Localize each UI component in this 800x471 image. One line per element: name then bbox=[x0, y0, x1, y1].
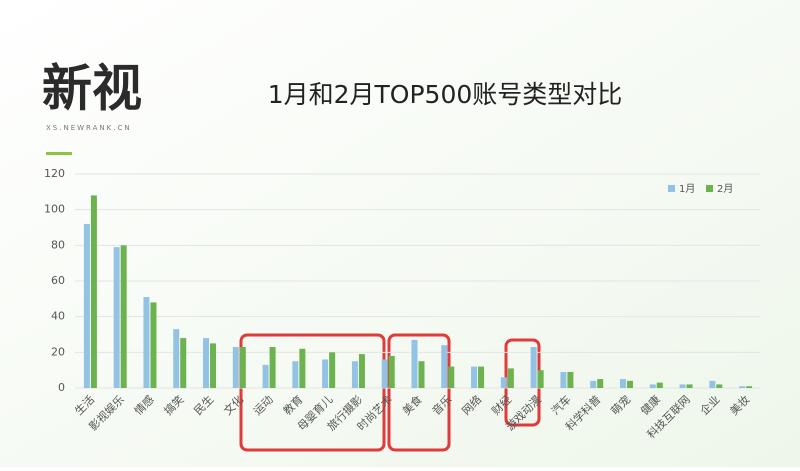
bar bbox=[150, 302, 157, 388]
logo-name: 新视 bbox=[42, 60, 142, 118]
bar bbox=[530, 346, 537, 388]
bar bbox=[411, 339, 418, 388]
bar bbox=[120, 245, 127, 388]
bar bbox=[143, 297, 150, 388]
bar bbox=[709, 380, 716, 388]
legend-swatch bbox=[706, 185, 713, 192]
bar bbox=[619, 379, 626, 388]
legend-swatch bbox=[668, 185, 675, 192]
bar bbox=[322, 359, 329, 388]
bar bbox=[626, 380, 633, 388]
bar bbox=[567, 371, 574, 388]
logo-url: XS.NEWRANK.CN bbox=[46, 124, 132, 132]
bar bbox=[203, 338, 210, 388]
bar bbox=[83, 223, 90, 388]
y-tick-label: 120 bbox=[44, 167, 65, 180]
y-tick-label: 100 bbox=[44, 203, 65, 216]
bar bbox=[471, 366, 478, 388]
bar bbox=[381, 359, 388, 388]
highlight-box bbox=[387, 333, 451, 452]
bar bbox=[329, 352, 336, 388]
bar bbox=[262, 364, 269, 388]
bar bbox=[351, 361, 358, 388]
bar bbox=[686, 384, 693, 388]
bar bbox=[537, 370, 544, 388]
chart-title: 1月和2月TOP500账号类型对比 bbox=[268, 80, 623, 109]
bar bbox=[90, 195, 97, 388]
bar bbox=[656, 382, 663, 388]
bar bbox=[478, 366, 485, 388]
bar bbox=[448, 366, 455, 388]
bar bbox=[590, 380, 597, 388]
bar bbox=[649, 384, 656, 388]
bar bbox=[388, 355, 395, 388]
bar bbox=[560, 371, 567, 388]
bar bbox=[292, 361, 299, 388]
bar bbox=[746, 386, 753, 388]
legend-label: 1月 bbox=[679, 183, 695, 195]
bar bbox=[418, 361, 425, 388]
y-tick-label: 60 bbox=[51, 274, 65, 287]
bar bbox=[358, 354, 365, 388]
bar bbox=[269, 346, 276, 388]
bar bbox=[299, 348, 306, 388]
bar bbox=[739, 386, 746, 388]
bar bbox=[507, 368, 514, 388]
highlight-box bbox=[239, 333, 386, 452]
logo-underline bbox=[46, 152, 72, 155]
bar bbox=[113, 247, 120, 388]
bar bbox=[441, 345, 448, 388]
bar bbox=[597, 379, 604, 388]
y-tick-label: 80 bbox=[51, 238, 65, 251]
legend-label: 2月 bbox=[717, 183, 733, 195]
y-tick-label: 20 bbox=[51, 345, 65, 358]
bar bbox=[239, 346, 246, 388]
bar bbox=[210, 343, 217, 388]
bar bbox=[173, 329, 180, 388]
bar bbox=[180, 338, 187, 388]
y-tick-label: 0 bbox=[58, 381, 65, 394]
bar bbox=[716, 384, 723, 388]
bar bbox=[679, 384, 686, 388]
bar bbox=[232, 346, 239, 388]
bar bbox=[500, 377, 507, 388]
y-tick-label: 40 bbox=[51, 310, 65, 323]
